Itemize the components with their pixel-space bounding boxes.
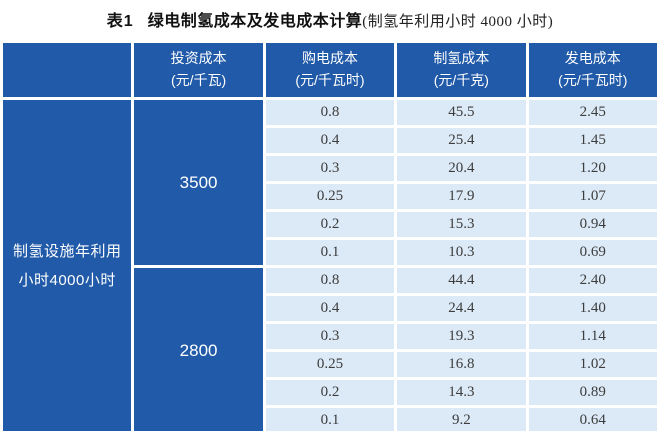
- table-row: 0.25 17.9 1.07: [3, 184, 657, 209]
- column-header-electricity-cost: 购电成本 (元/千瓦时): [265, 43, 395, 97]
- table-title-note: (制氢年利用小时 4000 小时): [362, 14, 554, 30]
- table-row: 2800 0.8 44.4 2.40: [3, 268, 657, 431]
- table-row: 制氢设施年利用 小时4000小时 3500 0.8 45.5 2.45: [3, 100, 657, 431]
- data-cell: 0.8: [265, 268, 395, 293]
- data-cell: 0.8: [265, 100, 395, 125]
- data-cell: 0.1: [265, 408, 395, 431]
- data-cell: 0.4: [265, 296, 395, 321]
- table-row: 0.4 25.4 1.45: [3, 128, 657, 153]
- data-cell: 0.3: [265, 156, 395, 181]
- data-cell: 14.3: [397, 380, 526, 405]
- column-header-investment-cost: 投资成本 (元/千瓦): [134, 43, 263, 97]
- data-cell: 0.4: [265, 128, 395, 153]
- row-group-header: 制氢设施年利用 小时4000小时: [3, 100, 132, 431]
- data-cell: 1.45: [528, 128, 657, 153]
- data-cell: 15.3: [397, 212, 526, 237]
- corner-cell: [3, 43, 132, 97]
- table-row: 0.25 16.8 1.02: [3, 352, 657, 377]
- table-row: 0.3 19.3 1.14: [3, 324, 657, 349]
- column-header-unit: (元/千瓦): [170, 72, 227, 88]
- data-cell: 44.4: [397, 268, 526, 293]
- data-cell: 1.20: [528, 156, 657, 181]
- data-cell: 16.8: [397, 352, 526, 377]
- data-cell: 1.02: [528, 352, 657, 377]
- data-cell: 20.4: [397, 156, 526, 181]
- data-cell: 24.4: [397, 296, 526, 321]
- data-cell: 0.25: [265, 352, 395, 377]
- data-cell: 1.40: [528, 296, 657, 321]
- column-header-label: 购电成本: [301, 50, 358, 67]
- column-header-unit: (元/千克): [433, 72, 489, 88]
- investment-cost-cell: 2800: [134, 268, 263, 431]
- data-cell: 0.25: [265, 184, 395, 209]
- data-cell: 1.07: [528, 184, 657, 209]
- data-cell: 45.5: [397, 100, 526, 125]
- row-group-header-line2: 小时4000小时: [18, 271, 116, 289]
- data-cell: 0.2: [265, 212, 395, 237]
- table-title-text: 绿电制氢成本及发电成本计算: [147, 13, 363, 30]
- table-row: 0.2 15.3 0.94: [3, 212, 657, 237]
- cost-table: 投资成本 (元/千瓦) 购电成本 (元/千瓦时) 制氢成本 (元/千克) 发电成…: [0, 40, 660, 431]
- data-cell: 17.9: [397, 184, 526, 209]
- table-row: 0.1 9.2 0.64: [3, 408, 657, 431]
- data-cell: 25.4: [397, 128, 526, 153]
- table-row: 0.2 14.3 0.89: [3, 380, 657, 405]
- table-row: 0.4 24.4 1.40: [3, 296, 657, 321]
- column-header-label: 发电成本: [564, 50, 621, 67]
- column-header-unit: (元/千瓦时): [558, 72, 628, 88]
- data-cell: 1.14: [528, 324, 657, 349]
- column-header-label: 制氢成本: [433, 50, 490, 67]
- column-header-generation-cost: 发电成本 (元/千瓦时): [528, 43, 657, 97]
- column-header-label: 投资成本: [170, 50, 227, 67]
- table-row: 0.1 10.3 0.69: [3, 240, 657, 265]
- row-group-header-line1: 制氢设施年利用: [12, 243, 122, 260]
- data-cell: 9.2: [397, 408, 526, 431]
- data-cell: 0.1: [265, 240, 395, 265]
- data-cell: 0.3: [265, 324, 395, 349]
- column-header-hydrogen-cost: 制氢成本 (元/千克): [397, 43, 526, 97]
- table-row: 0.3 20.4 1.20: [3, 156, 657, 181]
- data-cell: 0.89: [528, 380, 657, 405]
- table-title: 表1 绿电制氢成本及发电成本计算(制氢年利用小时 4000 小时): [0, 0, 660, 40]
- header-row: 投资成本 (元/千瓦) 购电成本 (元/千瓦时) 制氢成本 (元/千克) 发电成…: [3, 43, 657, 97]
- data-cell: 0.69: [528, 240, 657, 265]
- data-cell: 2.45: [528, 100, 657, 125]
- data-cell: 0.64: [528, 408, 657, 431]
- investment-cost-cell: 3500: [134, 100, 263, 265]
- data-cell: 0.94: [528, 212, 657, 237]
- data-cell: 19.3: [397, 324, 526, 349]
- data-cell: 2.40: [528, 268, 657, 293]
- column-header-unit: (元/千瓦时): [295, 72, 365, 88]
- data-cell: 0.2: [265, 380, 395, 405]
- table-number-label: 表1: [106, 13, 134, 30]
- data-cell: 10.3: [397, 240, 526, 265]
